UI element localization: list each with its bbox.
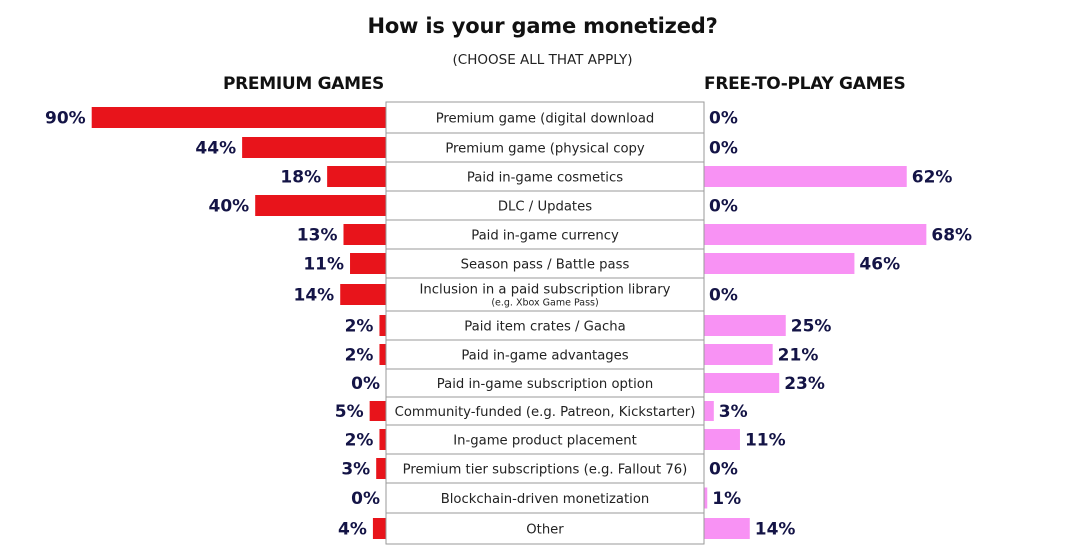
f2p-value-label: 14% [755,520,796,540]
premium-bar [369,401,386,421]
category-cell [385,101,705,134]
f2p-value-label: 1% [712,489,741,509]
premium-value-label: 2% [345,431,374,451]
category-cell [385,424,705,455]
premium-bar [379,429,386,450]
f2p-value-label: 25% [791,317,832,337]
f2p-value-label: 68% [931,226,972,246]
category-label: Blockchain-driven monetization [441,492,650,507]
premium-value-label: 11% [303,255,344,275]
premium-bar [379,344,386,365]
category-label: Inclusion in a paid subscription library [420,283,671,298]
category-label: Premium game (digital download [436,112,655,127]
category-label: In-game product placement [453,434,637,449]
f2p-value-label: 0% [709,109,738,129]
f2p-value-label: 23% [784,374,825,394]
premium-bar [379,315,386,336]
category-label: Premium game (physical copy [445,142,645,157]
category-label: Paid item crates / Gacha [464,320,625,335]
f2p-value-label: 3% [719,402,748,422]
f2p-bar [704,166,907,187]
category-cell [385,248,705,279]
premium-value-label: 0% [351,489,380,509]
category-cell [385,277,705,312]
premium-value-label: 44% [195,139,236,159]
f2p-bar [704,429,740,450]
f2p-value-label: 0% [709,139,738,159]
premium-value-label: 14% [294,286,335,306]
category-label: Season pass / Battle pass [461,258,630,273]
premium-value-label: 2% [345,317,374,337]
premium-games-header: PREMIUM GAMES [222,74,384,94]
premium-bar [255,195,386,216]
premium-bar [327,166,386,187]
category-label: Premium tier subscriptions (e.g. Fallout… [403,463,688,478]
chart-title: How is your game monetized? [367,14,718,38]
premium-bar [350,253,386,274]
f2p-value-label: 46% [859,255,900,275]
f2p-bar [704,344,773,365]
f2p-value-label: 62% [912,168,953,188]
category-cell [385,512,705,545]
f2p-bar [704,315,786,336]
premium-value-label: 40% [208,197,249,217]
f2p-value-label: 0% [709,460,738,480]
category-cell [385,190,705,221]
premium-value-label: 5% [335,402,364,422]
category-cell [385,482,705,514]
chart-subtitle: (CHOOSE ALL THAT APPLY) [452,52,633,68]
category-label: Paid in-game currency [471,229,619,244]
category-cell [385,310,705,341]
premium-bar [340,284,386,305]
category-label: DLC / Updates [498,200,592,215]
premium-value-label: 13% [297,226,338,246]
category-label: Paid in-game advantages [461,349,628,364]
category-label: Paid in-game subscription option [437,377,653,392]
premium-value-label: 4% [338,520,367,540]
category-sublabel: (e.g. Xbox Game Pass) [491,298,598,309]
premium-bar [343,224,386,245]
premium-bar [91,107,386,128]
premium-bar [242,137,386,158]
f2p-bar [704,224,927,245]
f2p-value-label: 0% [709,286,738,306]
premium-value-label: 2% [345,346,374,366]
category-cell [385,368,705,398]
category-label: Other [526,523,564,538]
category-label: Paid in-game cosmetics [467,171,623,186]
premium-bar [372,518,386,539]
premium-value-label: 3% [341,460,370,480]
f2p-value-label: 21% [778,346,819,366]
f2p-bar [704,487,708,509]
category-label: Community-funded (e.g. Patreon, Kickstar… [395,405,696,420]
category-cell [385,161,705,192]
f2p-value-label: 11% [745,431,786,451]
f2p-bar [704,518,750,539]
f2p-bar [704,253,855,274]
premium-bar [376,458,386,479]
free-to-play-games-header: FREE-TO-PLAY GAMES [704,74,906,94]
category-cell [385,219,705,250]
f2p-bar [704,373,780,393]
premium-value-label: 0% [351,374,380,394]
premium-value-label: 18% [280,168,321,188]
f2p-value-label: 0% [709,197,738,217]
premium-value-label: 90% [45,109,86,129]
category-cell [385,396,705,426]
f2p-bar [704,401,714,421]
